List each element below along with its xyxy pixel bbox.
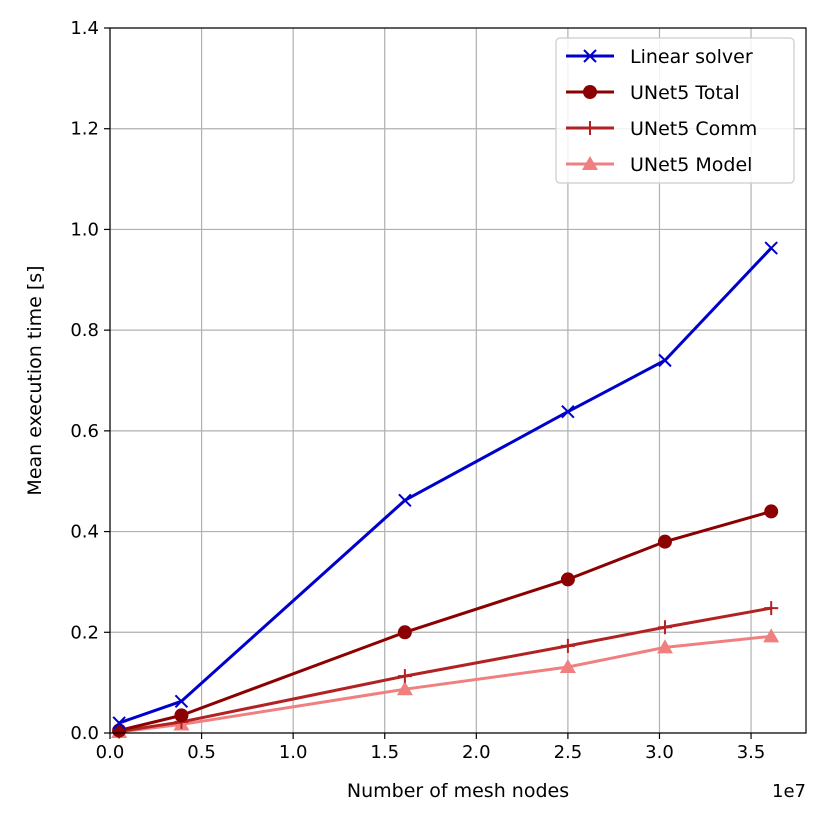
legend-item: Linear solver: [566, 46, 753, 68]
data-point: [174, 694, 189, 708]
data-point: [560, 572, 575, 587]
data-point: [398, 493, 412, 508]
data-point: [764, 504, 779, 519]
series-line-1: [118, 509, 772, 732]
series-line-2: [118, 606, 772, 733]
data-point: [763, 628, 780, 643]
y-tick-label: 0.8: [70, 320, 99, 341]
data-point: [560, 638, 575, 653]
y-tick-label: 0.4: [70, 522, 99, 543]
data-point: [112, 716, 126, 730]
legend-label: UNet5 Comm: [630, 118, 757, 140]
data-point: [397, 669, 412, 684]
x-tick-label: 1.0: [279, 742, 308, 763]
series-line-0: [118, 247, 773, 725]
x-tick-label: 2.5: [554, 742, 583, 763]
y-axis-label: Mean execution time [s]: [24, 265, 46, 495]
legend-marker: [583, 49, 597, 63]
legend-item: UNet5 Total: [566, 82, 740, 104]
y-tick-label: 0.0: [70, 723, 99, 744]
y-tick-label: 0.2: [70, 622, 99, 643]
data-point: [657, 620, 672, 635]
legend-label: UNet5 Total: [630, 82, 740, 104]
x-tick-label: 2.0: [462, 742, 491, 763]
data-point: [764, 241, 778, 255]
data-point: [657, 534, 672, 549]
series-line-3: [118, 634, 772, 734]
data-point: [397, 625, 412, 640]
data-point: [112, 723, 127, 738]
axis-ticks: 0.0 0.5 1.0 1.5 2.0 2.5 3.0 3.5 0.0 0.2 0.4 0.6 0.8 1…: [70, 18, 765, 763]
x-axis-offset-label: 1e7: [772, 781, 806, 802]
x-tick-label: 0.5: [187, 742, 216, 763]
y-tick-label: 1.4: [70, 18, 99, 39]
legend-box: [555, 37, 795, 184]
data-point: [656, 639, 673, 654]
y-tick-label: 0.6: [70, 421, 99, 442]
data-point: [174, 708, 189, 723]
data-point: [658, 353, 672, 368]
y-tick-label: 1.0: [70, 219, 99, 240]
legend-marker: [583, 85, 597, 99]
x-tick-label: 3.0: [645, 742, 674, 763]
series-lines: [111, 241, 780, 739]
x-tick-label: 0.0: [96, 742, 125, 763]
legend-marker: [582, 156, 598, 170]
legend-label: Linear solver: [630, 46, 753, 68]
x-tick-label: 3.5: [737, 742, 766, 763]
x-axis-label: Number of mesh nodes: [347, 780, 569, 802]
plot-frame: [109, 27, 807, 734]
legend-item: UNet5 Comm: [566, 118, 757, 140]
legend: Linear solver UNet5 Total UNet5 Comm UNet5 …: [555, 37, 795, 184]
data-point: [561, 405, 575, 419]
x-tick-label: 1.5: [370, 742, 399, 763]
legend-marker: [583, 121, 597, 135]
legend-item: UNet5 Model: [566, 154, 752, 176]
data-point: [396, 681, 413, 696]
y-tick-label: 1.2: [70, 119, 99, 140]
data-point: [764, 601, 779, 616]
data-point: [559, 659, 576, 674]
legend-label: UNet5 Model: [630, 154, 752, 176]
